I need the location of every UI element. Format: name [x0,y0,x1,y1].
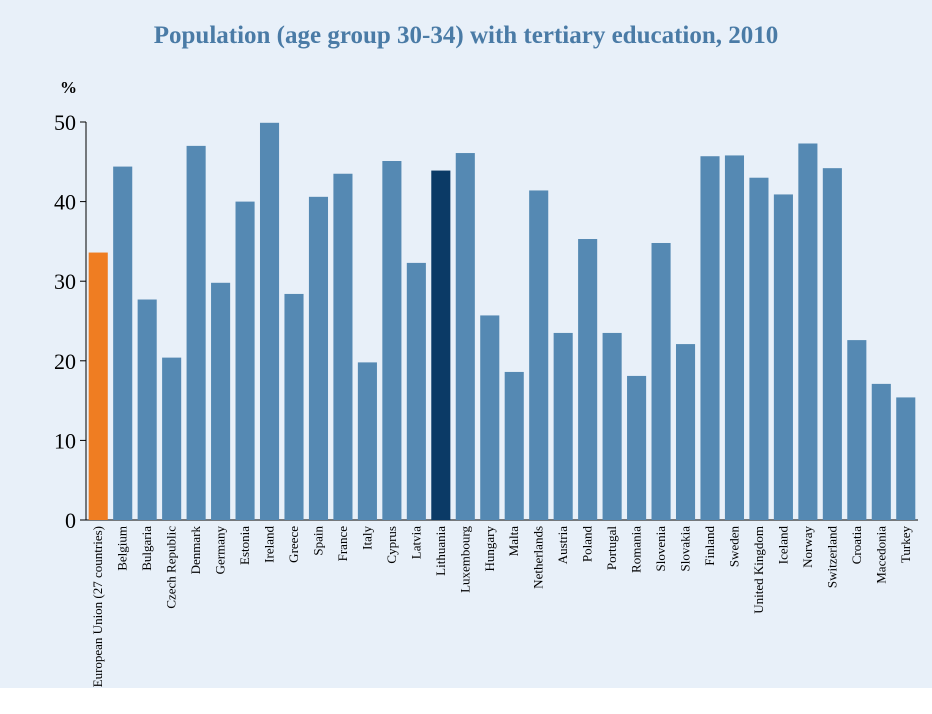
bar-norway [798,143,818,520]
x-tick-label: Ireland [262,526,277,563]
x-tick-label: Slovakia [678,526,693,572]
x-tick-label: Spain [310,526,325,556]
bar-luxembourg [455,153,475,520]
x-tick-label: Croatia [849,526,864,564]
bar-italy [357,362,377,520]
bar-france [333,173,353,521]
x-tick-label: Cyprus [384,526,399,564]
x-tick-label: Belgium [115,526,130,571]
x-tick-label: Poland [580,526,595,563]
bar-denmark [186,145,206,520]
bar-germany [211,282,231,520]
x-axis-tick-labels: European Union (27 countries) Belgium Bulg… [90,526,913,688]
bar-slovakia [675,344,696,520]
x-tick-label: Switzerland [824,526,839,589]
y-tick-label: 10 [54,428,76,453]
x-tick-label: Sweden [726,526,741,568]
x-tick-label: Greece [286,526,301,563]
bar-greece [284,293,304,520]
x-tick-label: Austria [555,526,570,565]
y-tick-label: 40 [54,190,76,215]
y-axis-label: % [60,78,77,97]
bar-croatia [847,340,867,520]
x-tick-label: Norway [800,526,815,568]
bar-estonia [235,201,255,520]
bar-iceland [773,194,793,520]
y-tick-label: 0 [65,508,76,533]
y-axis-ticks: 0 10 20 30 40 50 [54,110,86,533]
bar-latvia [406,262,426,520]
x-tick-label: Slovenia [653,526,668,572]
bar-ireland [259,122,280,521]
x-tick-label: Denmark [188,526,203,575]
bar-poland [578,239,598,520]
bar-united-kingdom [749,177,769,520]
x-tick-label: France [335,526,350,562]
x-tick-label: Portugal [604,526,619,570]
x-tick-label: Romania [629,526,644,573]
x-tick-label: Latvia [408,526,423,559]
x-tick-label: Hungary [482,526,497,572]
bar-finland [700,156,720,520]
x-tick-label: Finland [702,526,717,566]
x-tick-label: Malta [506,526,521,557]
x-tick-label: Netherlands [531,526,546,589]
x-tick-label: Bulgaria [139,526,154,571]
x-tick-label: Iceland [775,526,790,565]
x-tick-label: Turkey [898,526,913,564]
bar-czech-republic [162,357,182,520]
x-tick-label: Macedonia [873,526,888,584]
bar-hungary [480,315,500,520]
x-tick-label: Germany [213,526,228,575]
bar-european-union-27-countries [88,252,108,520]
x-tick-label: European Union (27 countries) [90,526,105,687]
bar-turkey [896,397,916,520]
y-tick-label: 20 [54,349,76,374]
bar-austria [553,332,573,520]
x-tick-label: Estonia [237,526,252,565]
bar-romania [627,375,647,520]
bar-cyprus [382,161,402,520]
y-tick-label: 50 [54,110,76,135]
bar-switzerland [822,168,842,520]
chart-title: Population (age group 30-34) with tertia… [153,22,779,49]
bar-spain [308,196,329,520]
bar-belgium [113,166,133,521]
bar-malta [504,371,524,520]
bar-lithuania [431,170,451,520]
bar-sweden [724,155,745,520]
bars-group [88,122,916,521]
y-tick-label: 30 [54,269,76,294]
x-tick-label: Czech Republic [164,526,179,609]
x-tick-label: Lithuania [433,526,448,576]
bar-macedonia [871,383,891,520]
x-tick-label: United Kingdom [751,526,766,614]
bar-bulgaria [137,299,157,520]
bar-netherlands [529,190,549,520]
x-tick-label: Italy [359,526,374,550]
bar-portugal [602,332,622,520]
bar-slovenia [651,242,671,520]
x-tick-label: Luxembourg [457,526,472,593]
